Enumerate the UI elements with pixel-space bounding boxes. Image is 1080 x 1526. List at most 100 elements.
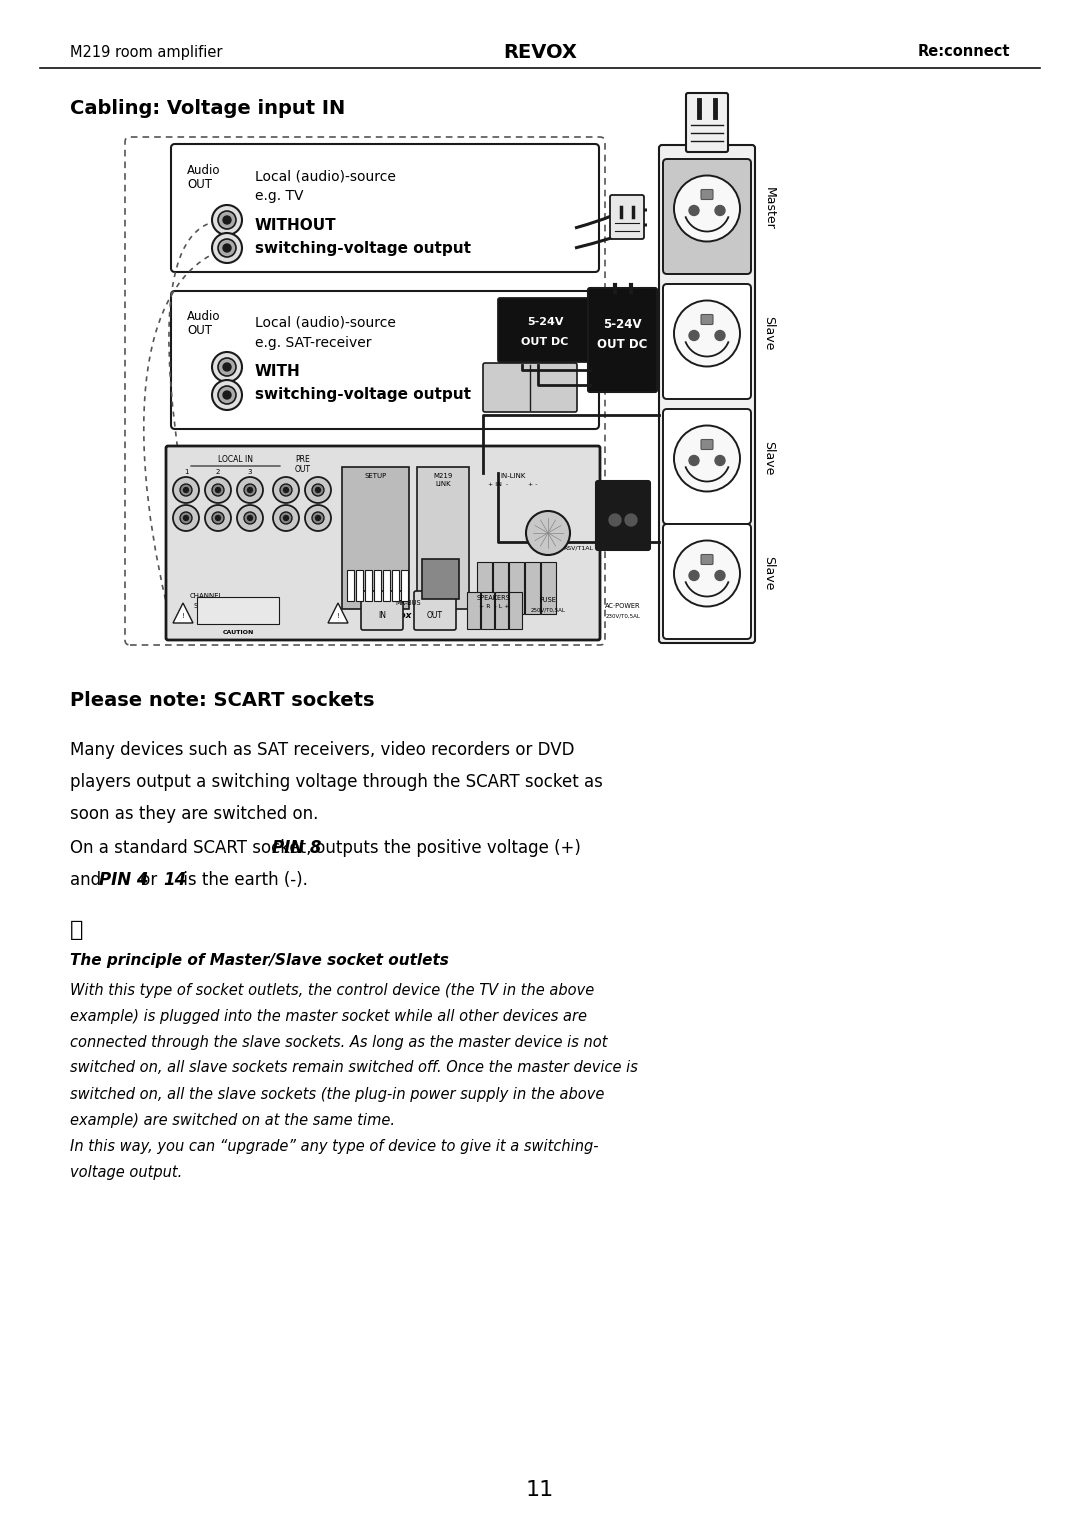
FancyBboxPatch shape	[701, 554, 713, 565]
Circle shape	[305, 505, 330, 531]
Text: switched on, all slave sockets remain switched off. Once the master device is: switched on, all slave sockets remain sw…	[70, 1061, 638, 1076]
FancyBboxPatch shape	[596, 481, 650, 549]
Circle shape	[184, 516, 189, 520]
Text: e.g. TV: e.g. TV	[255, 189, 303, 203]
Text: +  -: + -	[484, 377, 507, 389]
Circle shape	[674, 175, 740, 241]
Text: OUT: OUT	[187, 325, 212, 337]
Text: On a standard SCART socket,: On a standard SCART socket,	[70, 839, 316, 858]
Text: and: and	[70, 871, 106, 890]
Circle shape	[205, 505, 231, 531]
Circle shape	[689, 455, 699, 465]
Text: 3: 3	[247, 468, 253, 475]
Text: 250V/T0,5AL: 250V/T0,5AL	[530, 607, 566, 612]
FancyBboxPatch shape	[701, 439, 713, 450]
Text: 11: 11	[526, 1480, 554, 1500]
Text: is the earth (-).: is the earth (-).	[178, 871, 308, 890]
Circle shape	[180, 513, 192, 523]
Text: voltage output.: voltage output.	[70, 1164, 183, 1180]
FancyBboxPatch shape	[686, 93, 728, 153]
FancyBboxPatch shape	[610, 195, 644, 240]
Circle shape	[280, 513, 292, 523]
Circle shape	[244, 513, 256, 523]
Circle shape	[689, 331, 699, 340]
Circle shape	[715, 455, 725, 465]
Text: Please note: SCART sockets: Please note: SCART sockets	[70, 690, 375, 710]
Circle shape	[212, 233, 242, 262]
Text: In this way, you can “upgrade” any type of device to give it a switching-: In this way, you can “upgrade” any type …	[70, 1138, 598, 1154]
Circle shape	[283, 487, 288, 493]
Text: example) is plugged into the master socket while all other devices are: example) is plugged into the master sock…	[70, 1009, 588, 1024]
FancyBboxPatch shape	[701, 314, 713, 325]
Text: revox: revox	[383, 612, 413, 621]
Text: 5-24V: 5-24V	[604, 319, 642, 331]
Text: PIN 8: PIN 8	[271, 839, 321, 858]
Circle shape	[237, 478, 264, 504]
FancyBboxPatch shape	[492, 562, 508, 613]
FancyBboxPatch shape	[659, 145, 755, 642]
Circle shape	[689, 571, 699, 580]
Circle shape	[273, 478, 299, 504]
Text: switching-voltage output: switching-voltage output	[255, 241, 471, 255]
Circle shape	[715, 571, 725, 580]
Circle shape	[184, 487, 189, 493]
Text: 230V/T0,5AL: 230V/T0,5AL	[606, 613, 640, 618]
Text: 2: 2	[216, 468, 220, 475]
Text: Many devices such as SAT receivers, video recorders or DVD: Many devices such as SAT receivers, vide…	[70, 742, 575, 758]
Text: SETUP: SETUP	[364, 473, 387, 479]
Text: Slave: Slave	[762, 557, 775, 591]
FancyBboxPatch shape	[374, 569, 380, 601]
Circle shape	[315, 487, 321, 493]
FancyBboxPatch shape	[197, 597, 279, 624]
Circle shape	[212, 484, 224, 496]
Circle shape	[280, 484, 292, 496]
Text: The principle of Master/Slave socket outlets: The principle of Master/Slave socket out…	[70, 952, 449, 967]
Circle shape	[216, 516, 220, 520]
Circle shape	[244, 484, 256, 496]
Text: or: or	[135, 871, 162, 890]
FancyBboxPatch shape	[509, 562, 524, 613]
Circle shape	[205, 478, 231, 504]
FancyBboxPatch shape	[417, 467, 469, 609]
FancyBboxPatch shape	[525, 562, 540, 613]
Text: Audio: Audio	[187, 163, 220, 177]
FancyBboxPatch shape	[166, 446, 600, 639]
Text: e.g. SAT-receiver: e.g. SAT-receiver	[255, 336, 372, 349]
Text: CHANNEL: CHANNEL	[189, 594, 222, 600]
Text: FUSE: FUSE	[540, 597, 556, 603]
Circle shape	[715, 331, 725, 340]
Text: REVOX: REVOX	[503, 43, 577, 61]
FancyBboxPatch shape	[663, 523, 751, 639]
Circle shape	[283, 516, 288, 520]
Circle shape	[216, 487, 220, 493]
Circle shape	[222, 244, 231, 252]
Circle shape	[526, 511, 570, 555]
Text: Re:connect: Re:connect	[918, 44, 1010, 60]
Text: Local (audio)-source: Local (audio)-source	[255, 169, 396, 183]
Text: PIN 4: PIN 4	[98, 871, 148, 890]
Text: + -: + -	[528, 482, 538, 487]
Text: Slave: Slave	[762, 441, 775, 476]
Circle shape	[218, 359, 237, 375]
Circle shape	[180, 484, 192, 496]
FancyBboxPatch shape	[342, 467, 409, 609]
Text: connected through the slave sockets. As long as the master device is not: connected through the slave sockets. As …	[70, 1035, 607, 1050]
Text: With this type of socket outlets, the control device (the TV in the above: With this type of socket outlets, the co…	[70, 983, 594, 998]
Circle shape	[674, 301, 740, 366]
Circle shape	[173, 478, 199, 504]
FancyBboxPatch shape	[701, 189, 713, 200]
Text: players output a switching voltage through the SCART socket as: players output a switching voltage throu…	[70, 774, 603, 790]
Text: soon as they are switched on.: soon as they are switched on.	[70, 806, 319, 823]
Text: IN: IN	[378, 612, 386, 621]
Text: switching-voltage output: switching-voltage output	[255, 388, 471, 403]
FancyBboxPatch shape	[391, 569, 399, 601]
Text: OUT DC: OUT DC	[597, 339, 648, 351]
Polygon shape	[328, 603, 348, 623]
FancyBboxPatch shape	[663, 284, 751, 398]
Text: + R  - L +: + R - L +	[478, 603, 510, 609]
Circle shape	[173, 505, 199, 531]
Text: LOCAL IN: LOCAL IN	[218, 455, 253, 464]
Text: Master: Master	[762, 188, 775, 230]
Circle shape	[212, 353, 242, 382]
Text: 5-24V: 5-24V	[527, 317, 564, 327]
